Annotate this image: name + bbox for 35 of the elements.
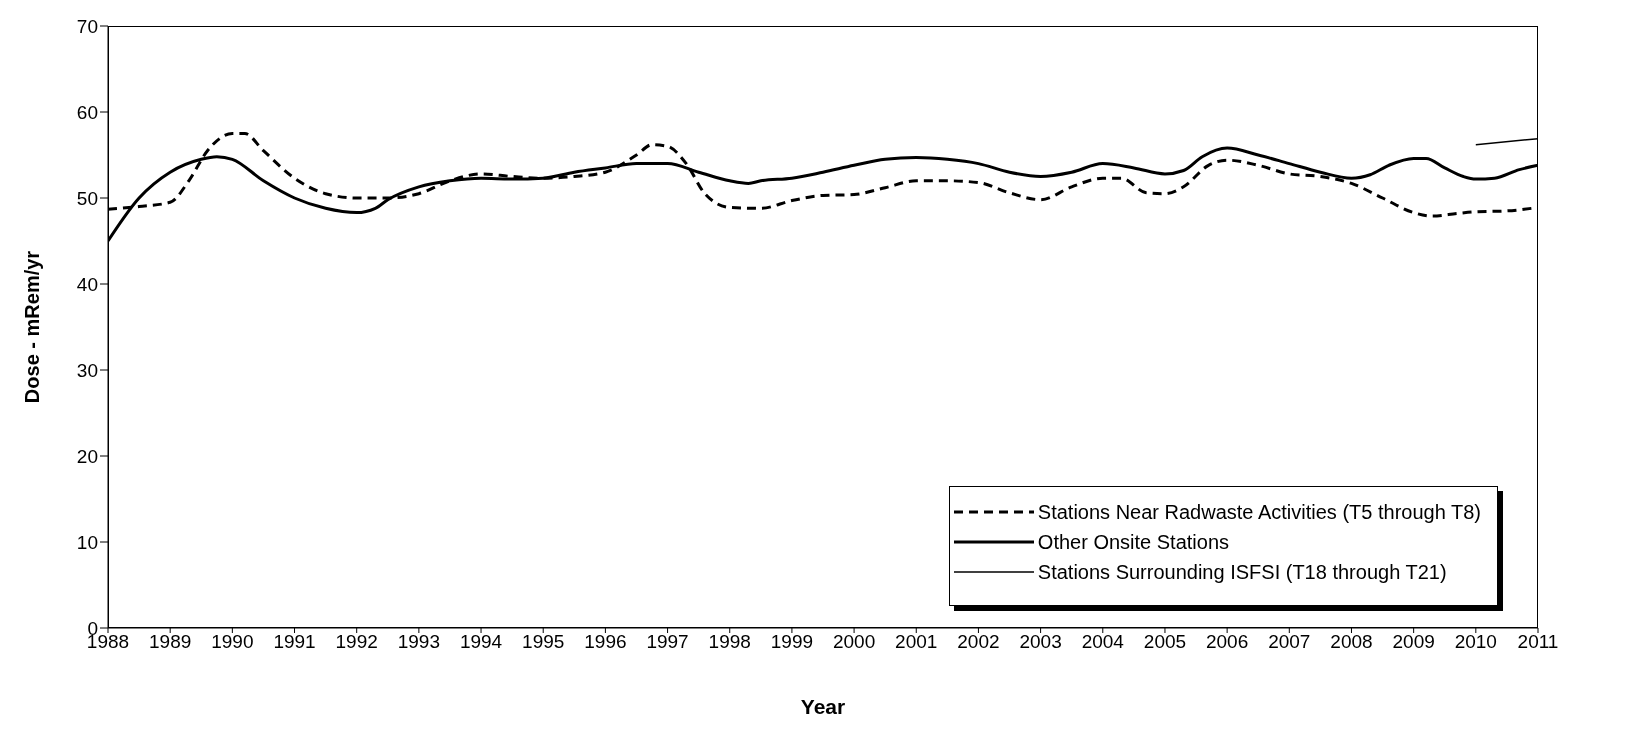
x-tick-label: 1992 <box>335 631 378 653</box>
y-tick-label: 70 <box>76 15 98 37</box>
x-tick-label: 2011 <box>1517 631 1559 653</box>
y-tick-label: 20 <box>76 445 98 467</box>
x-axis-title: Year <box>800 695 846 718</box>
y-tick-label: 30 <box>76 359 98 381</box>
x-tick-label: 2001 <box>895 631 938 653</box>
x-tick-label: 2004 <box>1081 631 1125 653</box>
y-tick-label: 60 <box>76 101 98 123</box>
x-tick-label: 1990 <box>211 631 254 653</box>
x-tick-label: 1999 <box>770 631 814 653</box>
x-tick-label: 1997 <box>646 631 689 653</box>
y-axis-title: Dose - mRem/yr <box>21 250 44 404</box>
x-tick-label: 1996 <box>584 631 627 653</box>
legend-label: Other Onsite Stations <box>1037 530 1230 554</box>
x-tick-label: 2007 <box>1268 631 1311 653</box>
x-tick-label: 1998 <box>708 631 751 653</box>
x-tick-label: 1989 <box>149 631 192 653</box>
x-tick-label: 2002 <box>957 631 1000 653</box>
x-tick-label: 2009 <box>1392 631 1435 653</box>
x-tick-label: 2005 <box>1143 631 1187 653</box>
x-tick-label: 2008 <box>1330 631 1373 653</box>
y-tick-label: 50 <box>76 187 98 209</box>
y-tick-label: 40 <box>76 273 98 295</box>
x-tick-label: 2010 <box>1454 631 1497 653</box>
x-tick-label: 1991 <box>273 631 316 653</box>
y-tick-label: 10 <box>76 531 98 553</box>
legend-label: Stations Near Radwaste Activities (T5 through T8) <box>1037 500 1481 524</box>
x-tick-label: 2006 <box>1205 631 1249 653</box>
legend-label: Stations Surrounding ISFSI (T18 through T21) <box>1037 560 1447 584</box>
x-tick-label: 2003 <box>1019 631 1062 653</box>
x-tick-label: 1994 <box>459 631 503 653</box>
x-tick-label: 1995 <box>522 631 565 653</box>
x-tick-label: 1993 <box>397 631 441 653</box>
x-tick-label: 2000 <box>832 631 876 653</box>
